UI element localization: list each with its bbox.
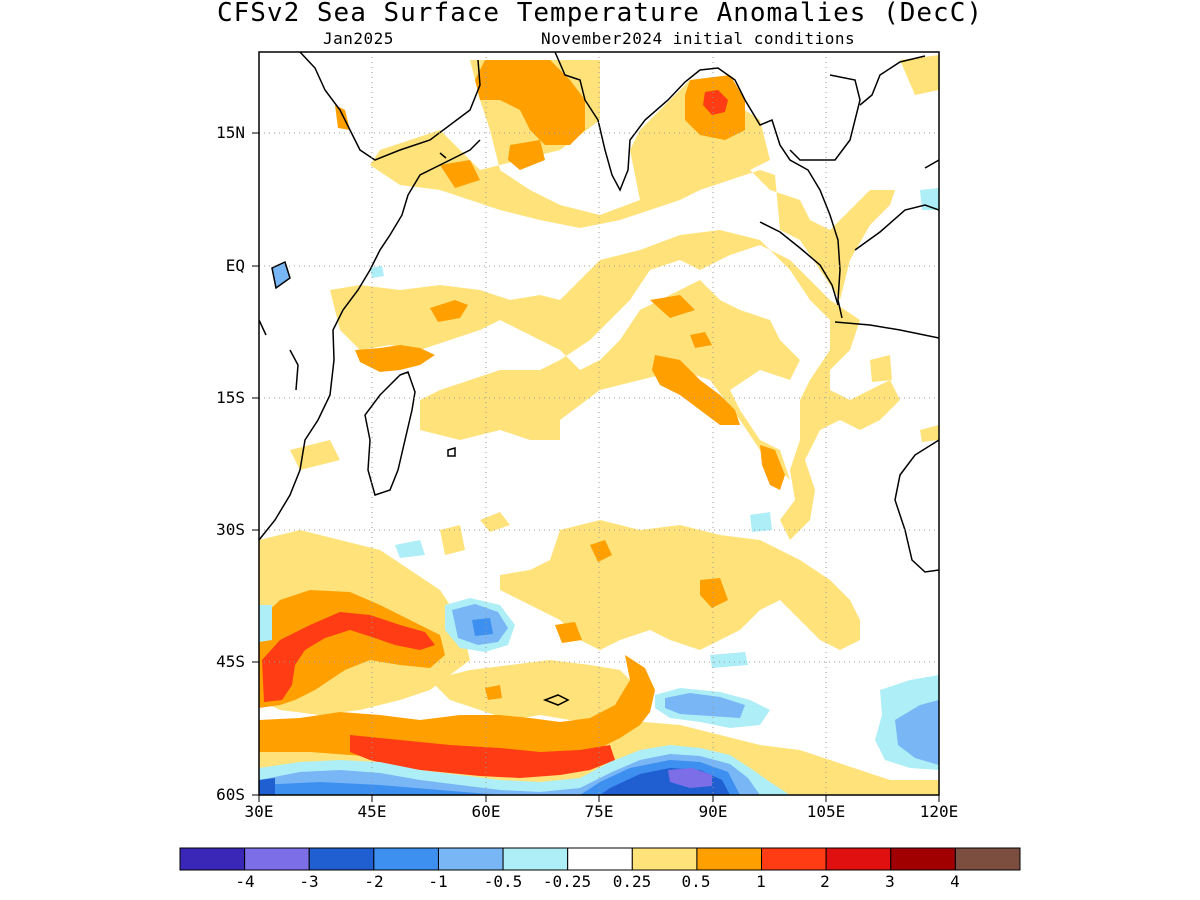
lat-label-45s: 45S	[216, 652, 245, 671]
colorbar-swatch	[696, 847, 763, 871]
colorbar-swatch	[825, 847, 892, 871]
colorbar-label: -3	[299, 872, 319, 891]
forecast-month-label: Jan2025	[323, 29, 394, 48]
colorbar-label: 3	[885, 872, 895, 891]
colorbar-label: -0.5	[483, 872, 523, 891]
lat-label-eq: EQ	[225, 256, 245, 275]
lon-label-45e: 45E	[357, 802, 387, 821]
colorbar-label: -4	[235, 872, 255, 891]
colorbar-swatch	[890, 847, 956, 871]
map-title: CFSv2 Sea Surface Temperature Anomalies …	[216, 0, 984, 28]
anomaly-field-1-to-2	[262, 90, 728, 778]
axis-ticks	[252, 132, 940, 802]
initial-conditions-label: November2024 initial conditions	[541, 29, 856, 48]
lon-label-60e: 60E	[471, 802, 501, 821]
lon-label-30e: 30E	[244, 802, 274, 821]
colorbar-swatch	[437, 847, 504, 871]
colorbar-swatch	[244, 847, 310, 871]
anomaly-field-negative-3	[668, 768, 712, 788]
colorbar-label: -1	[428, 872, 448, 891]
lat-label-15n: 15N	[216, 123, 245, 142]
lat-label-60s: 60S	[216, 785, 245, 804]
colorbar-swatch	[761, 847, 827, 871]
colorbar-label: 4	[950, 872, 960, 891]
graticule	[259, 52, 939, 795]
colorbar-swatch	[954, 847, 1021, 871]
colorbar-label: -2	[364, 872, 384, 891]
lon-label-90e: 90E	[698, 802, 728, 821]
lon-label-120e: 120E	[919, 802, 959, 821]
colorbar-label: 0.5	[681, 872, 711, 891]
colorbar-swatch	[179, 847, 246, 871]
colorbar-swatch	[567, 847, 633, 871]
lat-label-30s: 30S	[216, 520, 245, 539]
colorbar-swatch	[373, 847, 439, 871]
colorbar-label: 1	[756, 872, 766, 891]
colorbar-label: 0.25	[612, 872, 652, 891]
colorbar	[179, 847, 1021, 871]
lon-label-105e: 105E	[806, 802, 846, 821]
coastlines	[259, 52, 939, 706]
colorbar-swatch	[631, 847, 698, 871]
colorbar-label: 2	[820, 872, 830, 891]
colorbar-swatch	[308, 847, 375, 871]
colorbar-label: -0.25	[542, 872, 592, 891]
colorbar-swatch	[502, 847, 569, 871]
lat-label-15s: 15S	[216, 388, 245, 407]
lon-label-75e: 75E	[584, 802, 614, 821]
